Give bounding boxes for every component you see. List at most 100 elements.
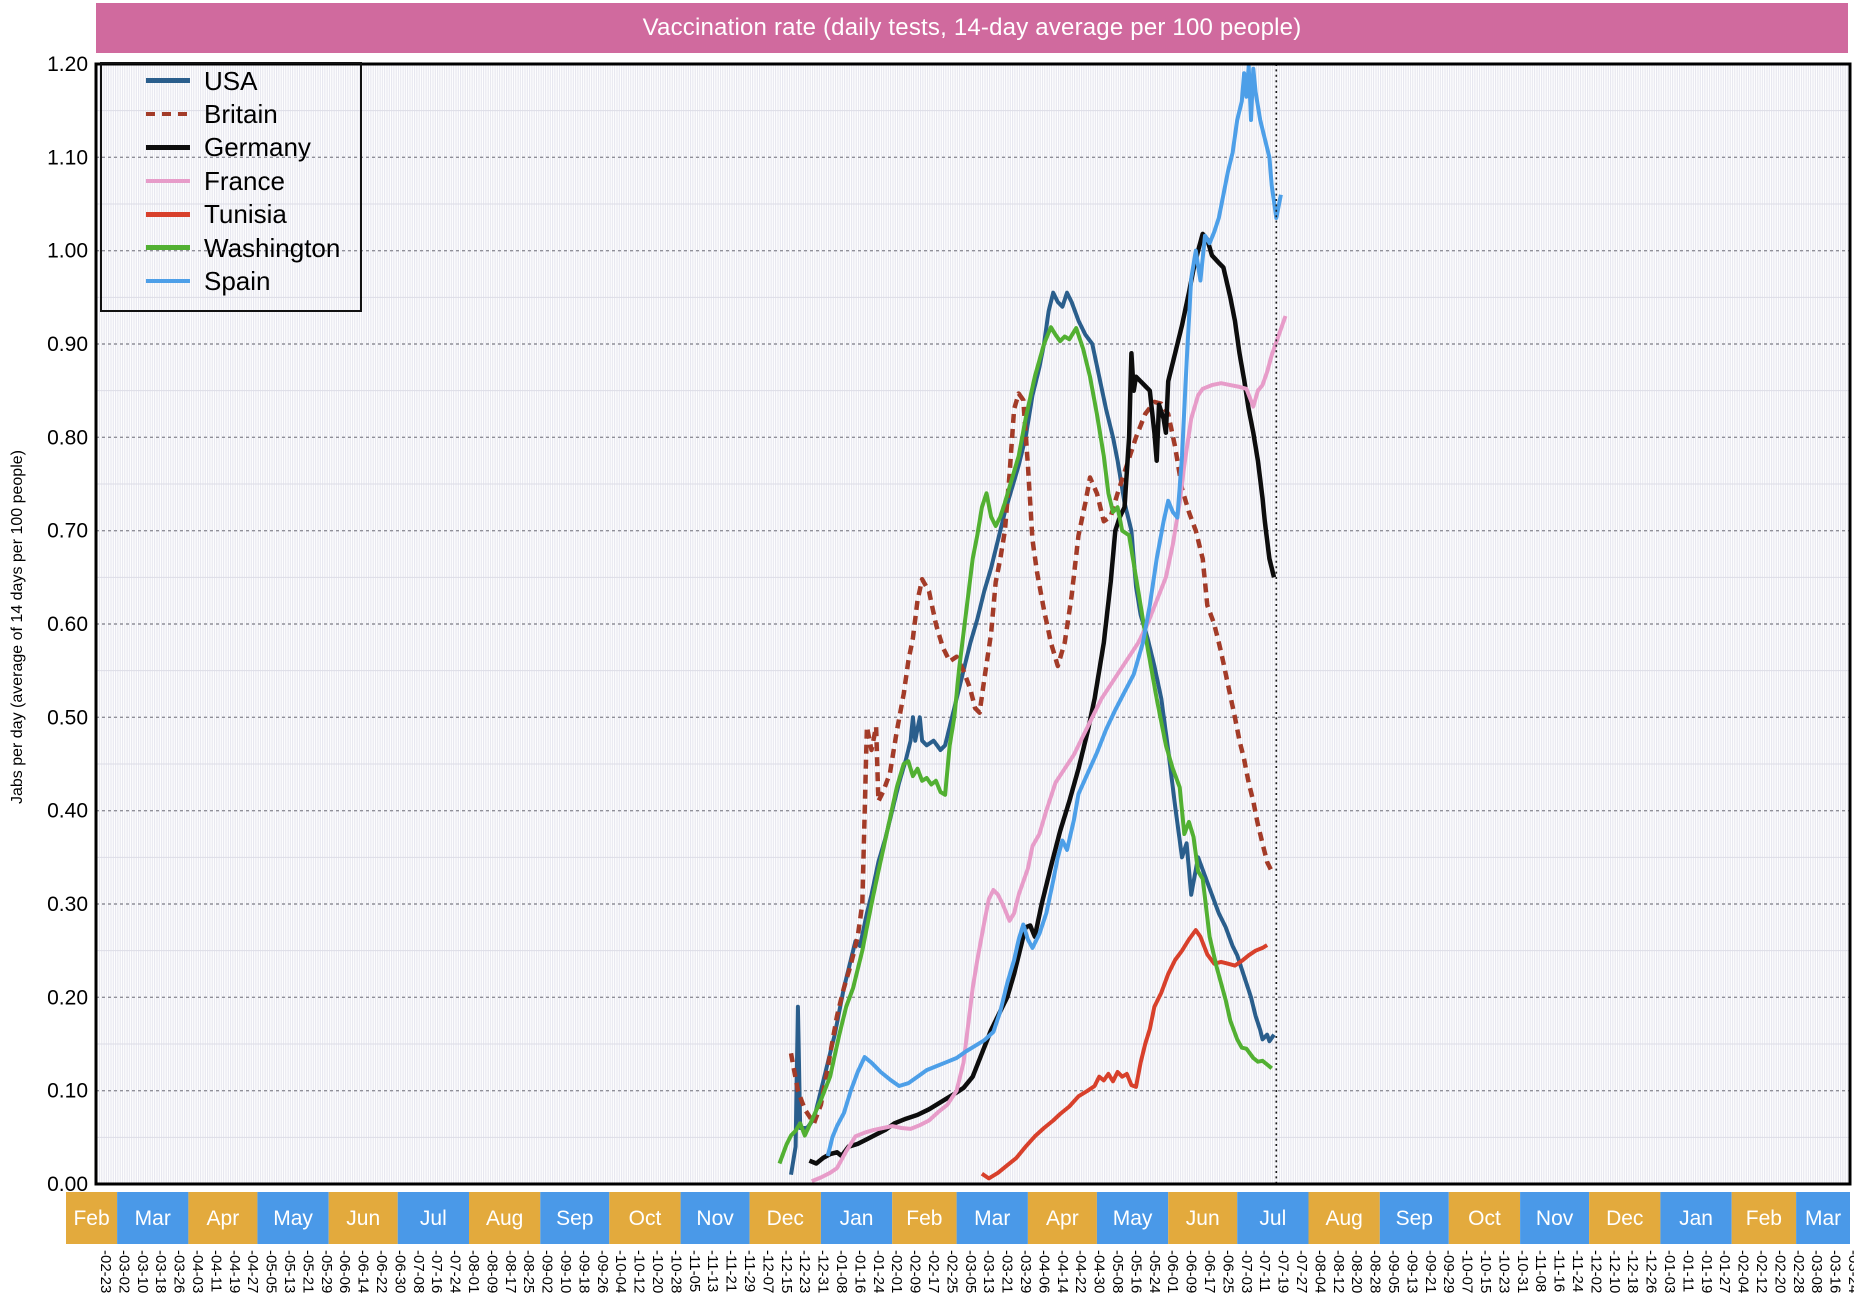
x-tick-label: -12-23 [796, 1250, 813, 1293]
x-tick-label: -08-01 [465, 1250, 482, 1293]
x-tick-label: -03-29 [1017, 1250, 1034, 1293]
x-tick-label: -09-02 [539, 1250, 556, 1293]
x-tick-label: -02-28 [1790, 1250, 1807, 1293]
chart-title-bar: Vaccination rate (daily tests, 14-day av… [96, 3, 1848, 53]
month-band [1308, 1192, 1380, 1244]
x-tick-label: -06-06 [336, 1250, 353, 1293]
month-band [397, 1192, 469, 1244]
x-tick-label: -10-12 [631, 1250, 648, 1293]
month-band [1027, 1192, 1097, 1244]
legend-swatch-spain [146, 278, 190, 284]
month-band-label: Sep [556, 1207, 593, 1230]
x-tick-label: -11-21 [723, 1250, 740, 1292]
x-tick-label: -01-08 [833, 1250, 850, 1293]
x-tick-label: -11-08 [1532, 1250, 1549, 1292]
series-line-france [810, 315, 1288, 1184]
x-tick-label: -11-24 [1569, 1250, 1586, 1292]
month-band [1520, 1192, 1590, 1244]
series-line-britain [788, 391, 1274, 1126]
x-tick-label: -08-20 [1348, 1250, 1365, 1293]
x-tick-label: -07-24 [447, 1250, 464, 1293]
x-tick-label: -10-15 [1477, 1250, 1494, 1293]
x-tick-label: -12-18 [1624, 1250, 1641, 1293]
month-band [328, 1192, 398, 1244]
x-tick-label: -04-03 [189, 1250, 206, 1293]
x-tick-label: -03-02 [115, 1250, 132, 1293]
x-tick-label: -12-07 [759, 1250, 776, 1293]
y-tick-label: 1.00 [47, 240, 88, 263]
x-tick-label: -02-01 [888, 1250, 905, 1293]
y-tick-label: 0.30 [47, 893, 88, 916]
x-tick-label: -05-29 [318, 1250, 335, 1293]
x-tick-label: -03-21 [999, 1250, 1016, 1293]
month-band-label: Aug [1325, 1207, 1362, 1230]
legend-item-tunisia: Tunisia [102, 198, 360, 231]
plot-border [94, 62, 1852, 1186]
x-tick-label: -10-31 [1514, 1250, 1531, 1293]
x-tick-label: -02-09 [907, 1250, 924, 1293]
legend-label-tunisia: Tunisia [204, 199, 287, 230]
x-tick-label: -12-02 [1587, 1250, 1604, 1293]
legend-swatch-washington [146, 245, 190, 250]
month-band [540, 1192, 610, 1244]
x-tick-label: -08-17 [502, 1250, 519, 1293]
month-band-label: Dec [1606, 1207, 1643, 1230]
month-band-label: Apr [207, 1207, 240, 1230]
x-tick-label: -07-11 [1256, 1250, 1273, 1292]
x-tick-label: -04-14 [1054, 1250, 1071, 1293]
x-tick-label: -01-03 [1661, 1250, 1678, 1293]
y-tick-label: 1.20 [47, 53, 88, 76]
x-tick-label: -08-28 [1367, 1250, 1384, 1293]
x-tick-label: -05-21 [299, 1250, 316, 1293]
month-band-label: Feb [73, 1207, 109, 1230]
month-band [1589, 1192, 1661, 1244]
legend-label-spain: Spain [204, 266, 271, 297]
x-tick-label: -03-05 [962, 1250, 979, 1293]
legend-swatch-france [146, 178, 190, 184]
x-tick-label: -06-30 [391, 1250, 408, 1293]
series-line-washington [777, 325, 1273, 1165]
month-band-label: Feb [1746, 1207, 1782, 1230]
month-band-label: Feb [906, 1207, 942, 1230]
legend-item-usa: USA [102, 64, 360, 97]
x-tick-label: -03-10 [134, 1250, 151, 1293]
x-tick-label: -12-10 [1606, 1250, 1623, 1293]
x-tick-label: -12-15 [778, 1250, 795, 1293]
month-band [1096, 1192, 1169, 1244]
x-tick-label: -09-05 [1385, 1250, 1402, 1293]
y-tick-label: 0.80 [47, 426, 88, 449]
x-tick-label: -07-27 [1293, 1250, 1310, 1293]
x-tick-label: -07-16 [428, 1250, 445, 1293]
x-tick-label: -02-25 [943, 1250, 960, 1293]
legend-item-spain: Spain [102, 264, 360, 297]
x-tick-label: -07-19 [1275, 1250, 1292, 1293]
month-band [820, 1192, 893, 1244]
x-tick-label: -04-22 [1072, 1250, 1089, 1293]
x-tick-label: -01-16 [851, 1250, 868, 1293]
x-tick-label: -06-09 [1183, 1250, 1200, 1293]
month-band [257, 1192, 329, 1244]
legend-item-britain: Britain [102, 97, 360, 130]
y-tick-label: 0.70 [47, 520, 88, 543]
x-tick-label: -03-16 [1827, 1250, 1844, 1293]
month-band [892, 1192, 957, 1244]
month-band-label: Jan [840, 1207, 874, 1230]
x-tick-label: -01-19 [1698, 1250, 1715, 1293]
x-tick-label: -12-26 [1643, 1250, 1660, 1293]
y-tick-label: 0.50 [47, 706, 88, 729]
legend-swatch-britain [146, 111, 190, 117]
x-tick-label: -06-01 [1164, 1250, 1181, 1293]
month-band-label: Oct [629, 1207, 662, 1230]
month-band-label: Jul [420, 1207, 447, 1230]
x-tick-label: -11-13 [704, 1250, 721, 1292]
legend-item-france: France [102, 164, 360, 197]
series-line-germany [808, 231, 1277, 1166]
x-tick-label: -11-16 [1551, 1250, 1568, 1292]
x-tick-label: -09-26 [594, 1250, 611, 1293]
x-tick-label: -03-24 [1845, 1250, 1854, 1293]
x-tick-label: -04-30 [1091, 1250, 1108, 1293]
legend-label-britain: Britain [204, 99, 278, 130]
x-tick-label: -07-08 [410, 1250, 427, 1293]
month-band-label: May [1113, 1207, 1153, 1230]
